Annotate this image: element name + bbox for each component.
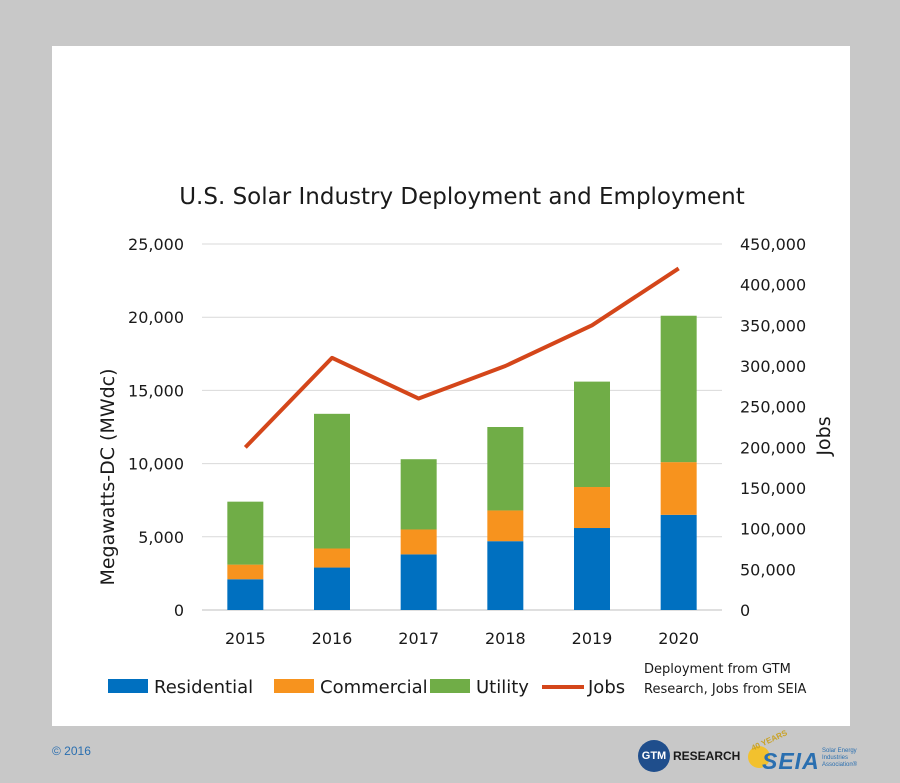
x-tick-label: 2016 [312, 629, 353, 648]
x-tick-label: 2017 [398, 629, 439, 648]
legend: Residential Commercial Utility Jobs [108, 677, 625, 698]
legend-swatch-utility [430, 679, 470, 693]
bar-commercial-2018 [487, 510, 524, 542]
bar-residential-2016 [314, 567, 350, 610]
bar-residential-2015 [227, 579, 264, 610]
legend-label-commercial: Commercial [320, 677, 428, 698]
x-tick-label: 2020 [658, 629, 699, 648]
seia-wordmark: SEIA [762, 748, 820, 774]
legend-swatch-residential [108, 679, 148, 693]
grid-lines [202, 243, 722, 611]
chart-card: U.S. Solar Industry Deployment and Emplo… [52, 46, 850, 726]
bar-commercial-2020 [660, 462, 697, 515]
y-tick-label: 15,000 [128, 381, 184, 400]
x-axis-tick-labels: 2015 2016 2017 2018 2019 2020 [225, 629, 699, 648]
bar-residential-2017 [400, 554, 437, 610]
gtm-wordmark: RESEARCH [673, 749, 741, 763]
y-axis-tick-labels: 0 5,000 10,000 15,000 20,000 25,000 [128, 235, 184, 620]
bar-commercial-2016 [314, 548, 350, 568]
legend-label-utility: Utility [476, 677, 529, 698]
y2-tick-label: 200,000 [740, 438, 806, 457]
bar-commercial-2015 [227, 564, 264, 580]
y2-tick-label: 450,000 [740, 235, 806, 254]
legend-label-residential: Residential [154, 677, 253, 698]
bar-residential-2019 [574, 528, 610, 610]
bars [227, 315, 697, 610]
seia-logo: 40 YEARS SEIA Solar Energy Industries As… [746, 728, 857, 778]
y2-axis-tick-labels: 0 50,000 100,000 150,000 200,000 250,000 300,0… [740, 235, 806, 620]
y2-tick-label: 350,000 [740, 316, 806, 335]
copyright-text: © 2016 [52, 744, 91, 758]
source-note-line-1: Deployment from GTM [644, 662, 791, 677]
y-tick-label: 25,000 [128, 235, 184, 254]
y-tick-label: 5,000 [138, 528, 184, 547]
legend-label-jobs: Jobs [587, 677, 625, 698]
jobs-line-layer [243, 266, 680, 449]
y2-tick-label: 300,000 [740, 357, 806, 376]
y2-tick-label: 150,000 [740, 479, 806, 498]
y-tick-label: 0 [174, 601, 184, 620]
bar-residential-2020 [660, 514, 697, 610]
bar-commercial-2019 [574, 487, 610, 529]
y2-tick-label: 50,000 [740, 560, 796, 579]
bar-utility-2015 [227, 501, 264, 565]
bar-utility-2018 [487, 427, 524, 511]
y-tick-label: 20,000 [128, 308, 184, 327]
x-tick-label: 2018 [485, 629, 526, 648]
bar-residential-2018 [487, 541, 524, 610]
x-tick-label: 2019 [572, 629, 613, 648]
legend-swatch-commercial [274, 679, 314, 693]
y-axis-title: Megawatts-DC (MWdc) [97, 368, 119, 585]
bar-utility-2019 [574, 381, 610, 488]
y2-tick-label: 250,000 [740, 398, 806, 417]
bar-utility-2020 [660, 315, 697, 463]
chart-title: U.S. Solar Industry Deployment and Emplo… [179, 184, 745, 210]
gtm-research-logo: GTM RESEARCH [638, 738, 741, 774]
sun-icon [748, 746, 770, 768]
y2-tick-label: 400,000 [740, 276, 806, 295]
jobs-line [243, 266, 680, 449]
chart: U.S. Solar Industry Deployment and Emplo… [97, 184, 835, 698]
gtm-badge: GTM [638, 740, 670, 772]
y2-tick-label: 100,000 [740, 520, 806, 539]
bar-utility-2017 [400, 459, 437, 530]
seia-subtitle: Solar Energy Industries Association® [822, 748, 858, 768]
y2-tick-label: 0 [740, 601, 750, 620]
y2-axis-title: Jobs [813, 416, 835, 456]
bar-utility-2016 [314, 413, 350, 549]
bar-commercial-2017 [400, 529, 437, 555]
x-tick-label: 2015 [225, 629, 266, 648]
y-tick-label: 10,000 [128, 455, 184, 474]
source-note-line-2: Research, Jobs from SEIA [644, 682, 807, 697]
